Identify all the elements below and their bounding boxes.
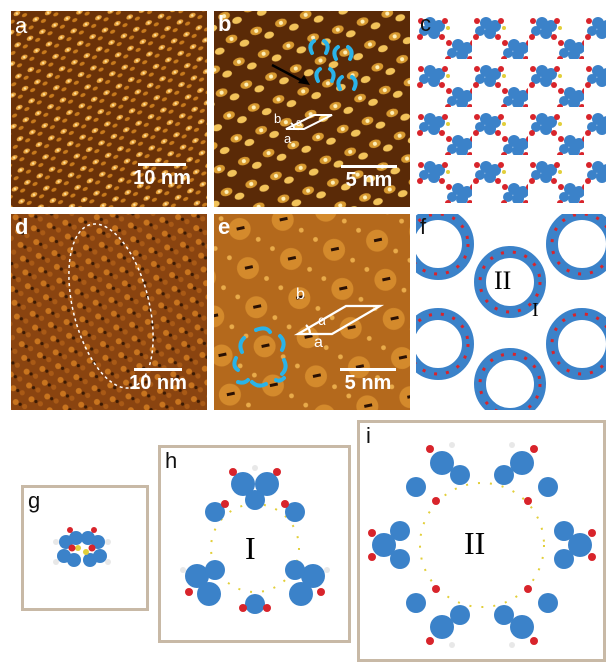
scalebar-label-b: 5 nm — [345, 169, 393, 191]
pore-label-I: I — [245, 530, 256, 566]
pore-marker — [232, 326, 288, 388]
panel-label-i: i — [366, 423, 371, 448]
arrow-icon — [271, 63, 310, 85]
tetramer-marker — [308, 39, 358, 91]
pore-label-II: II — [494, 266, 512, 295]
scalebar-label-e: 5 nm — [344, 372, 392, 394]
panel-label-f: f — [420, 214, 427, 239]
stm-panel-e: e b a α 5 nm — [214, 214, 410, 410]
stm-panel-d: d 10 nm — [11, 214, 207, 410]
scalebar-label-a: 10 nm — [133, 167, 191, 189]
lattice-label-a: a — [314, 334, 323, 351]
lattice-angle: α — [296, 117, 303, 129]
stm-panel-b: b b a α 5 nm — [214, 11, 410, 207]
scalebar-b: 5 nm — [334, 165, 404, 190]
scalebar-d: 10 nm — [115, 368, 201, 393]
model-panel-h: h I — [158, 445, 351, 643]
lattice-label-b: b — [296, 286, 305, 303]
domain-boundary-ellipse — [68, 223, 154, 389]
lattice-label-a: a — [284, 131, 292, 146]
model-panel-i: i II — [357, 420, 606, 662]
model-panel-c: c — [416, 11, 606, 207]
scalebar-e: 5 nm — [332, 368, 404, 393]
stm-panel-a: a 10 nm — [11, 11, 207, 207]
pore-label-II: II — [464, 525, 486, 561]
panel-label-e: e — [218, 214, 231, 239]
scalebar-label-d: 10 nm — [129, 372, 187, 394]
unit-cell — [285, 114, 333, 130]
model-panel-g: g — [21, 485, 149, 611]
panel-label-a: a — [15, 13, 28, 38]
model-panel-f: f II I — [416, 214, 606, 410]
panel-label-c: c — [420, 11, 431, 36]
unit-cell — [293, 304, 385, 336]
panel-label-d: d — [15, 214, 29, 239]
lattice-label-b: b — [274, 111, 282, 126]
lattice-angle: α — [318, 312, 327, 328]
panel-label-b: b — [218, 11, 232, 36]
pore-label-I: I — [532, 299, 539, 321]
panel-label-g: g — [28, 488, 41, 513]
scalebar-a: 10 nm — [121, 163, 203, 188]
panel-label-h: h — [165, 448, 178, 473]
